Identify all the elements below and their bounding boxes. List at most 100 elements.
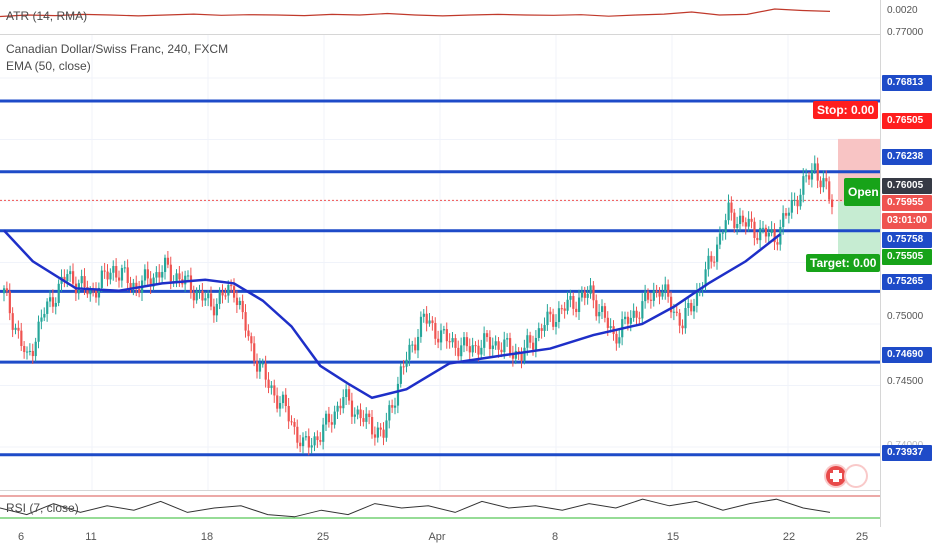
candle-body bbox=[161, 271, 164, 278]
candle-body bbox=[586, 293, 589, 298]
candle-body bbox=[448, 341, 451, 343]
time-label-15: 15 bbox=[666, 531, 680, 543]
candle-body bbox=[103, 270, 106, 272]
atr-legend[interactable]: ATR (14, RMA) bbox=[6, 9, 88, 23]
candle-body bbox=[11, 313, 14, 330]
candle-body bbox=[40, 317, 43, 322]
atr-line-chart bbox=[0, 8, 831, 18]
countdown-label: 03:01:00 bbox=[882, 213, 932, 229]
rsi-line bbox=[0, 498, 831, 518]
candle-body bbox=[822, 178, 825, 188]
candle-body bbox=[753, 221, 756, 238]
candle-body bbox=[264, 363, 267, 380]
candle-body bbox=[632, 310, 635, 318]
price-scale[interactable]: 0.0020 0.77000 0.76813 0.76505 0.76238 0… bbox=[880, 0, 932, 527]
candle-body bbox=[267, 379, 270, 388]
candle-body bbox=[747, 218, 750, 227]
candle-body bbox=[382, 429, 385, 438]
time-axis[interactable] bbox=[0, 527, 880, 550]
candle-body bbox=[603, 306, 607, 318]
candle-body bbox=[233, 286, 236, 298]
rsi-pane[interactable]: RSI (7, close) bbox=[0, 491, 880, 528]
candle-body bbox=[322, 424, 325, 442]
candle-body bbox=[606, 317, 609, 328]
time-label-8: 8 bbox=[551, 531, 559, 543]
candle-body bbox=[207, 293, 210, 299]
candle-body bbox=[83, 276, 86, 288]
candle-body bbox=[704, 269, 707, 287]
candle-body bbox=[477, 345, 480, 355]
candle-body bbox=[402, 366, 405, 368]
time-label-11: 11 bbox=[85, 531, 97, 543]
candle-body bbox=[557, 308, 561, 323]
candle-body bbox=[296, 426, 299, 443]
stop-badge[interactable]: Stop: 0.00 bbox=[813, 101, 879, 119]
candle-body bbox=[63, 276, 66, 282]
candle-body bbox=[552, 314, 555, 327]
main-chart-pane[interactable]: Canadian Dollar/Swiss Franc, 240, FXCM E… bbox=[0, 35, 905, 491]
candle-body bbox=[422, 313, 425, 317]
candle-body bbox=[247, 330, 250, 337]
candle-body bbox=[261, 363, 264, 365]
canada-flag-icon[interactable] bbox=[846, 466, 866, 486]
candle-body bbox=[813, 163, 816, 170]
time-label-18: 18 bbox=[200, 531, 214, 543]
rsi-legend[interactable]: RSI (7, close) bbox=[6, 501, 79, 515]
candle-body bbox=[204, 298, 207, 301]
candle-body bbox=[776, 242, 779, 245]
candle-body bbox=[736, 223, 739, 228]
candle-body bbox=[54, 302, 57, 307]
add-order-icon[interactable] bbox=[826, 466, 846, 486]
candle-body bbox=[97, 287, 101, 298]
candle-body bbox=[500, 349, 503, 353]
candle-body bbox=[572, 296, 575, 309]
candle-body bbox=[764, 227, 768, 237]
candle-body bbox=[615, 333, 618, 344]
candle-body bbox=[790, 200, 793, 213]
symbol-title[interactable]: Canadian Dollar/Swiss Franc, 240, FXCM bbox=[6, 42, 229, 56]
candle-body bbox=[440, 330, 443, 343]
candle-body bbox=[718, 233, 722, 245]
candle-body bbox=[293, 422, 296, 427]
candle-body bbox=[28, 350, 32, 352]
candle-body bbox=[310, 445, 313, 448]
candle-body bbox=[394, 405, 397, 408]
candle-body bbox=[767, 232, 770, 237]
candle-body bbox=[238, 300, 241, 306]
candle-body bbox=[212, 306, 216, 316]
candle-body bbox=[802, 176, 805, 195]
target-badge[interactable]: Target: 0.00 bbox=[806, 254, 881, 272]
candle-body bbox=[359, 409, 362, 419]
candle-body bbox=[601, 306, 604, 312]
candle-body bbox=[353, 414, 356, 417]
candle-body bbox=[618, 337, 621, 344]
candle-body bbox=[143, 269, 147, 281]
ema-legend[interactable]: EMA (50, close) bbox=[6, 59, 91, 73]
candle-body bbox=[201, 290, 204, 301]
candle-body bbox=[43, 313, 46, 318]
open-badge[interactable]: Open bbox=[844, 178, 883, 206]
candle-body bbox=[138, 288, 141, 294]
candle-body bbox=[333, 411, 336, 425]
atr-pane[interactable]: ATR (14, RMA) bbox=[0, 0, 880, 35]
candle-body bbox=[192, 292, 195, 301]
candle-body bbox=[793, 199, 796, 201]
candle-body bbox=[339, 405, 342, 409]
candle-body bbox=[256, 361, 259, 372]
candle-body bbox=[51, 297, 55, 307]
candle-body bbox=[805, 175, 808, 177]
candle-body bbox=[762, 227, 765, 229]
candle-body bbox=[442, 329, 446, 331]
candle-body bbox=[451, 338, 454, 343]
candle-body bbox=[164, 257, 167, 272]
candle-body bbox=[86, 287, 89, 295]
price-chart bbox=[0, 35, 905, 490]
candle-body bbox=[540, 328, 543, 331]
candle-body bbox=[342, 397, 345, 409]
candle-body bbox=[95, 289, 98, 298]
candle-body bbox=[598, 311, 601, 317]
candle-body bbox=[281, 394, 285, 404]
candle-body bbox=[152, 277, 155, 287]
candle-body bbox=[629, 317, 632, 324]
candle-body bbox=[664, 284, 667, 293]
